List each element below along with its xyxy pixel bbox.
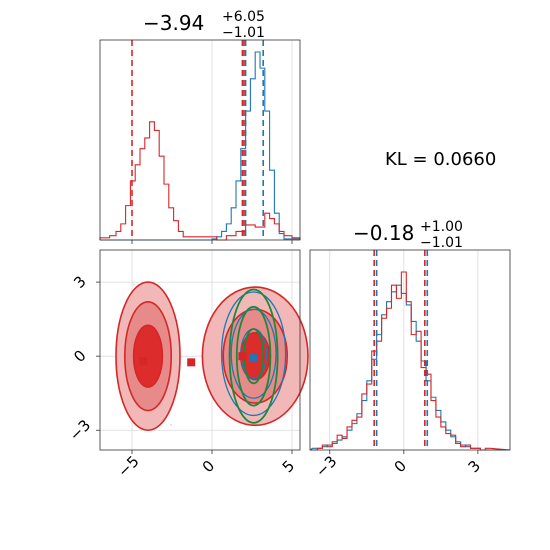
blue-contour-level xyxy=(230,308,277,399)
sample-point xyxy=(132,283,135,286)
histogram-red xyxy=(310,271,511,451)
panel-frame xyxy=(309,249,511,451)
marker-red xyxy=(139,357,148,366)
green-contour-level xyxy=(228,288,279,424)
marker-red xyxy=(238,352,247,361)
sample-point xyxy=(169,423,173,427)
title-param2-upper: +1.00 xyxy=(420,219,463,235)
marker-blue xyxy=(249,354,258,363)
scatter-panel-2d xyxy=(99,249,309,451)
histogram-red xyxy=(99,121,301,241)
x-tick-labels: −5 0 5 xyxy=(114,450,298,481)
histogram-panel-param2 xyxy=(309,249,511,454)
histogram-blue xyxy=(100,51,301,241)
x-tick-label: −3 xyxy=(312,452,340,480)
x-tick-label: 3 xyxy=(465,457,484,476)
x-tick-label: 0 xyxy=(199,457,218,476)
title-param1-lower: −1.01 xyxy=(222,25,265,41)
x-tick-label: 0 xyxy=(391,457,410,476)
title-param1-upper: +6.05 xyxy=(222,9,265,25)
title-param1-median: −3.94 xyxy=(143,11,204,35)
y-tick-labels: −3 0 3 xyxy=(66,272,100,444)
histogram-series xyxy=(99,51,301,241)
panel-frame xyxy=(99,39,301,241)
y-tick-label: 0 xyxy=(70,346,89,365)
panel-frame xyxy=(99,249,301,451)
red-contour-level xyxy=(132,324,164,388)
quantile-lines xyxy=(131,40,265,240)
y-tick-label: 3 xyxy=(70,272,89,291)
y-tick-label: −3 xyxy=(66,416,94,444)
title-param2-median: −0.18 xyxy=(353,221,414,245)
quantile-lines xyxy=(373,250,429,450)
histogram-blue xyxy=(309,284,510,451)
x-tick-labels: −3 0 3 xyxy=(312,452,484,480)
histogram-panel-param1 xyxy=(99,39,301,244)
kl-divergence-label: KL = 0.0660 xyxy=(385,149,496,170)
green-contour-level xyxy=(235,305,272,407)
grid xyxy=(329,250,479,454)
histogram-series xyxy=(309,271,511,451)
x-tick-label: 5 xyxy=(279,457,298,476)
blue-contour-level xyxy=(220,291,287,417)
x-tick-label: −5 xyxy=(114,452,142,480)
marker-red xyxy=(187,358,196,367)
title-param2-lower: −1.01 xyxy=(420,235,463,251)
median-markers xyxy=(139,352,258,367)
